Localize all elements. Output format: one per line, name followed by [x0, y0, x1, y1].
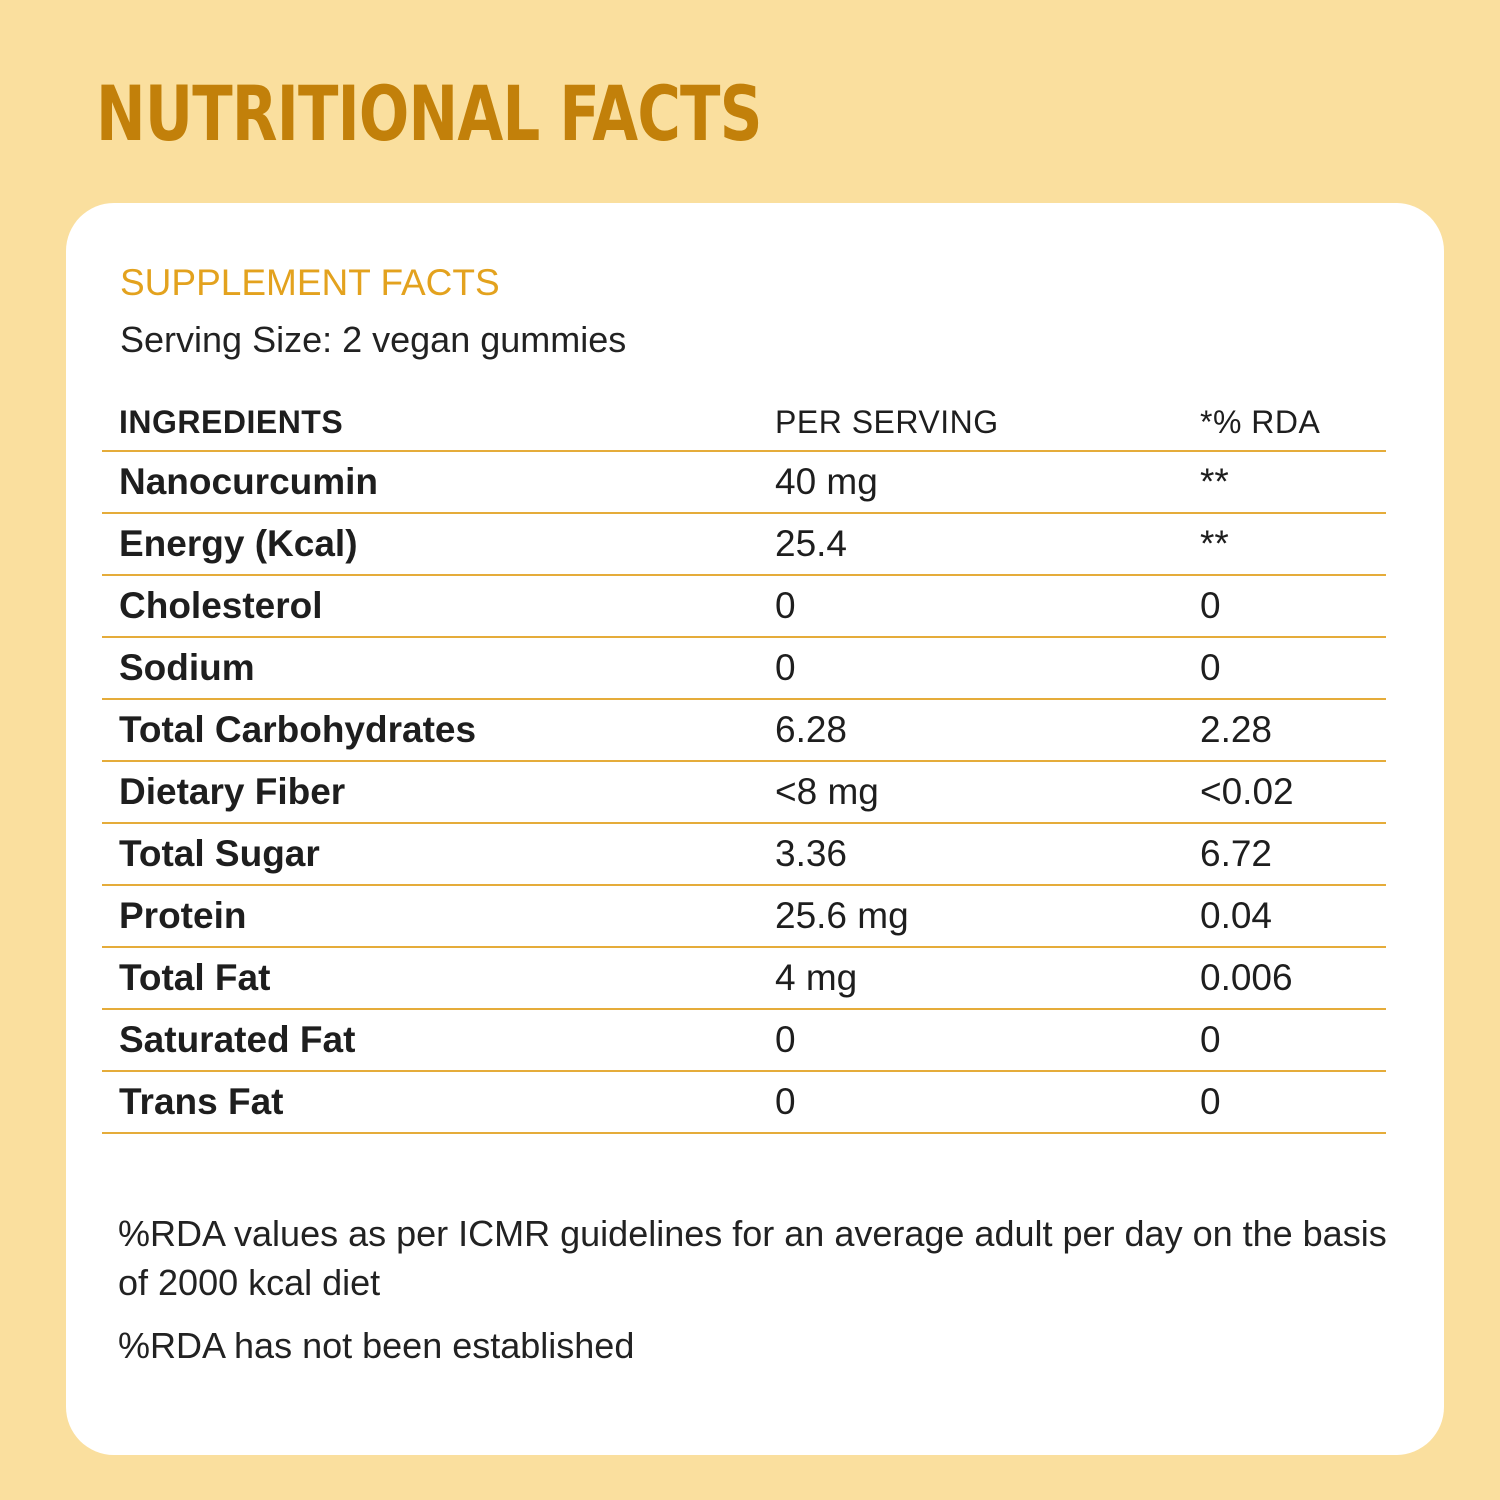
rda-value: 2.28	[1200, 699, 1386, 762]
ingredient-name: Sodium	[102, 637, 775, 700]
ingredient-name: Total Sugar	[102, 823, 775, 886]
table-row: Energy (Kcal) 25.4 **	[102, 513, 1386, 576]
facts-table-header: INGREDIENTS PER SERVING *% RDA	[102, 394, 1386, 452]
rda-value: 6.72	[1200, 823, 1386, 886]
ingredient-name: Energy (Kcal)	[102, 513, 775, 576]
table-row: Saturated Fat 0 0	[102, 1009, 1386, 1072]
rda-value: 0	[1200, 1071, 1386, 1134]
footnote-rda-not-established: %RDA has not been established	[118, 1325, 635, 1366]
per-serving-value: 4 mg	[775, 947, 1200, 1010]
column-header-per-serving: PER SERVING	[775, 394, 1200, 452]
per-serving-value: 25.4	[775, 513, 1200, 576]
per-serving-value: 3.36	[775, 823, 1200, 886]
per-serving-value: 0	[775, 637, 1200, 700]
table-row: Total Sugar 3.36 6.72	[102, 823, 1386, 886]
rda-value: **	[1200, 451, 1386, 514]
rda-value: 0.04	[1200, 885, 1386, 948]
ingredient-name: Dietary Fiber	[102, 761, 775, 824]
per-serving-value: 0	[775, 1071, 1200, 1134]
column-header-ingredients: INGREDIENTS	[102, 394, 775, 452]
facts-table: INGREDIENTS PER SERVING *% RDA Nanocurcu…	[102, 394, 1386, 1134]
serving-size: Serving Size: 2 vegan gummies	[120, 319, 627, 360]
rda-value: <0.02	[1200, 761, 1386, 824]
ingredient-name: Total Carbohydrates	[102, 699, 775, 762]
ingredient-name: Trans Fat	[102, 1071, 775, 1134]
footnote-rda-basis: %RDA values as per ICMR guidelines for a…	[118, 1213, 1387, 1303]
per-serving-value: 0	[775, 1009, 1200, 1072]
rda-value: **	[1200, 513, 1386, 576]
table-row: Protein 25.6 mg 0.04	[102, 885, 1386, 948]
supplement-facts-heading: SUPPLEMENT FACTS	[120, 262, 500, 303]
page-title: NUTRITIONAL FACTS	[96, 69, 762, 158]
ingredient-name: Total Fat	[102, 947, 775, 1010]
ingredient-name: Saturated Fat	[102, 1009, 775, 1072]
ingredient-name: Nanocurcumin	[102, 451, 775, 514]
table-row: Total Fat 4 mg 0.006	[102, 947, 1386, 1010]
column-header-rda: *% RDA	[1200, 394, 1386, 452]
header-row: INGREDIENTS PER SERVING *% RDA	[102, 394, 1386, 452]
table-row: Trans Fat 0 0	[102, 1071, 1386, 1134]
footnotes: %RDA values as per ICMR guidelines for a…	[118, 1209, 1408, 1384]
supplement-facts-card: SUPPLEMENT FACTS Serving Size: 2 vegan g…	[66, 203, 1444, 1455]
facts-table-body: Nanocurcumin 40 mg ** Energy (Kcal) 25.4 ** Ch…	[102, 451, 1386, 1134]
per-serving-value: 0	[775, 575, 1200, 638]
rda-value: 0.006	[1200, 947, 1386, 1010]
table-row: Nanocurcumin 40 mg **	[102, 451, 1386, 514]
per-serving-value: 25.6 mg	[775, 885, 1200, 948]
per-serving-value: 40 mg	[775, 451, 1200, 514]
rda-value: 0	[1200, 1009, 1386, 1072]
table-row: Sodium 0 0	[102, 637, 1386, 700]
table-row: Total Carbohydrates 6.28 2.28	[102, 699, 1386, 762]
per-serving-value: 6.28	[775, 699, 1200, 762]
rda-value: 0	[1200, 575, 1386, 638]
rda-value: 0	[1200, 637, 1386, 700]
ingredient-name: Cholesterol	[102, 575, 775, 638]
ingredient-name: Protein	[102, 885, 775, 948]
table-row: Cholesterol 0 0	[102, 575, 1386, 638]
table-row: Dietary Fiber <8 mg <0.02	[102, 761, 1386, 824]
per-serving-value: <8 mg	[775, 761, 1200, 824]
